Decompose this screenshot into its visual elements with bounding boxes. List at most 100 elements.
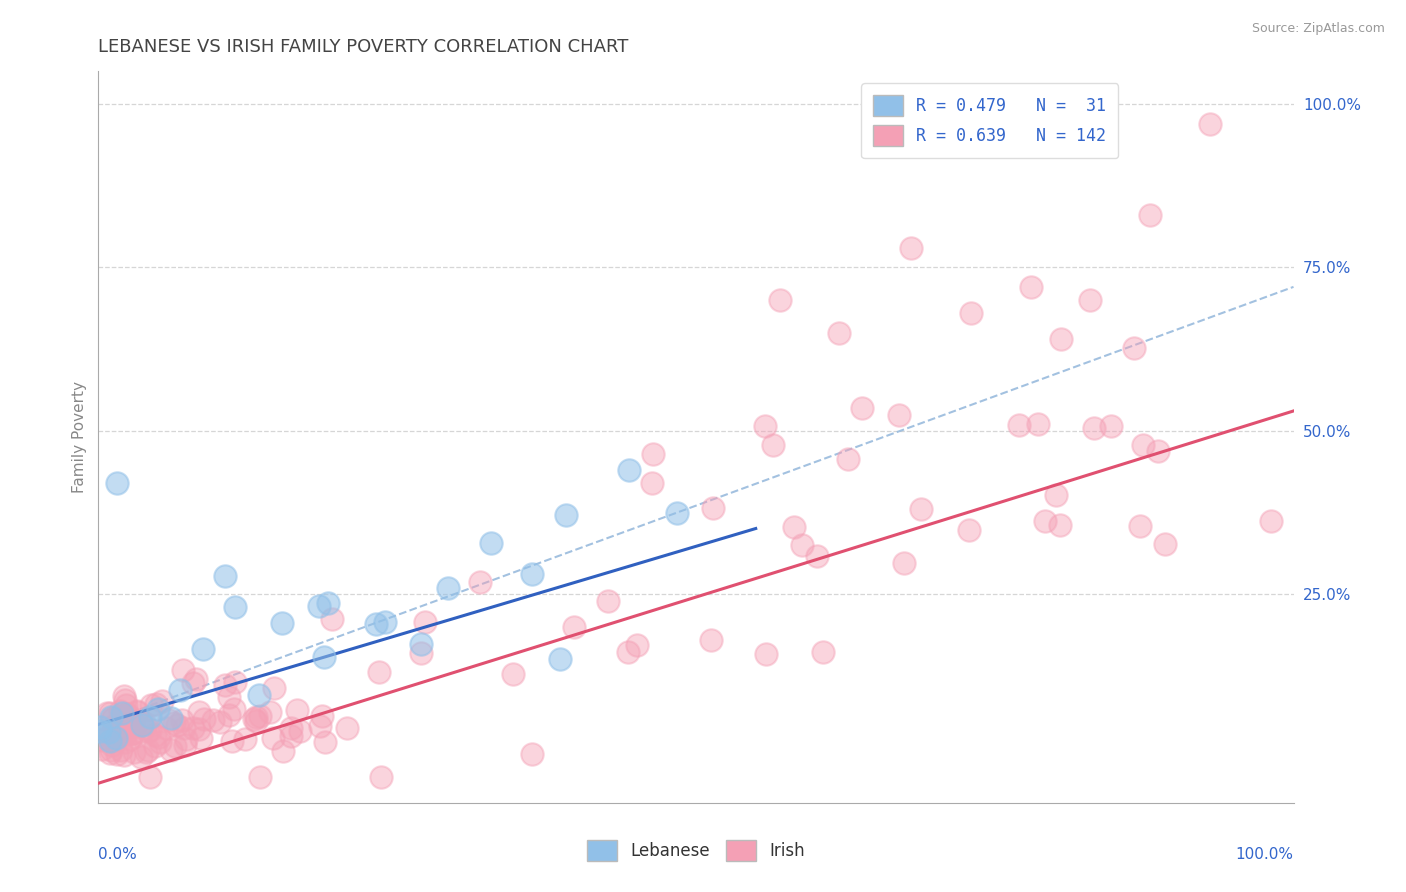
Point: [828, 326, 851, 340]
Point: [101, 712, 124, 726]
Point: [1123, 341, 1146, 355]
Point: [100, 726, 122, 740]
Point: [271, 615, 294, 630]
Point: [233, 732, 256, 747]
Point: [245, 714, 267, 728]
Point: [280, 730, 302, 744]
Point: [138, 709, 160, 723]
Point: [134, 721, 156, 735]
Point: [117, 722, 139, 736]
Text: 0.0%: 0.0%: [98, 847, 138, 862]
Point: [169, 683, 191, 698]
Point: [314, 735, 336, 749]
Point: [468, 575, 491, 590]
Point: [162, 716, 184, 731]
Point: [249, 709, 271, 723]
Point: [762, 438, 785, 452]
Point: [806, 549, 828, 563]
Point: [520, 747, 543, 761]
Point: [114, 693, 136, 707]
Point: [104, 717, 127, 731]
Point: [280, 721, 302, 735]
Point: [1139, 208, 1161, 222]
Point: [145, 697, 167, 711]
Point: [138, 723, 160, 737]
Point: [127, 706, 149, 720]
Point: [308, 599, 330, 614]
Point: [1260, 514, 1282, 528]
Point: [193, 642, 215, 657]
Point: [117, 707, 139, 722]
Point: [640, 475, 662, 490]
Point: [103, 718, 125, 732]
Point: [288, 723, 311, 738]
Point: [115, 698, 138, 713]
Point: [131, 718, 153, 732]
Point: [121, 726, 143, 740]
Point: [183, 722, 205, 736]
Point: [134, 717, 156, 731]
Point: [100, 742, 122, 756]
Point: [617, 645, 640, 659]
Point: [160, 742, 183, 756]
Point: [1132, 438, 1154, 452]
Point: [596, 594, 619, 608]
Point: [783, 519, 806, 533]
Point: [121, 726, 143, 740]
Point: [792, 537, 814, 551]
Point: [96, 706, 118, 721]
Point: [314, 650, 336, 665]
Point: [1026, 417, 1049, 431]
Point: [754, 418, 776, 433]
Point: [103, 723, 125, 737]
Point: [218, 690, 240, 705]
Point: [202, 713, 225, 727]
Point: [1050, 333, 1073, 347]
Point: [93, 726, 115, 740]
Point: [218, 708, 240, 723]
Point: [90, 732, 112, 747]
Point: [143, 739, 166, 753]
Point: [105, 475, 128, 490]
Point: [188, 705, 211, 719]
Point: [413, 615, 436, 629]
Point: [181, 676, 204, 690]
Point: [562, 620, 585, 634]
Point: [548, 652, 571, 666]
Point: [641, 447, 664, 461]
Point: [104, 731, 127, 745]
Point: [121, 725, 143, 739]
Point: [89, 724, 111, 739]
Point: [114, 735, 136, 749]
Point: [135, 745, 157, 759]
Point: [364, 617, 387, 632]
Point: [104, 732, 127, 747]
Point: [367, 665, 389, 679]
Point: [1007, 418, 1029, 433]
Point: [768, 293, 790, 307]
Point: [184, 672, 207, 686]
Point: [1045, 488, 1067, 502]
Point: [374, 615, 396, 629]
Point: [370, 770, 392, 784]
Point: [308, 719, 330, 733]
Point: [214, 569, 236, 583]
Point: [157, 714, 180, 728]
Point: [112, 748, 135, 763]
Point: [311, 709, 333, 723]
Point: [120, 719, 142, 733]
Point: [249, 770, 271, 784]
Point: [155, 721, 177, 735]
Point: [100, 710, 122, 724]
Point: [188, 722, 211, 736]
Point: [851, 401, 873, 416]
Point: [172, 663, 194, 677]
Point: [91, 742, 114, 756]
Point: [146, 702, 169, 716]
Point: [214, 678, 236, 692]
Point: [97, 725, 120, 739]
Point: [1199, 117, 1222, 131]
Point: [1099, 418, 1122, 433]
Point: [336, 722, 359, 736]
Point: [700, 632, 723, 647]
